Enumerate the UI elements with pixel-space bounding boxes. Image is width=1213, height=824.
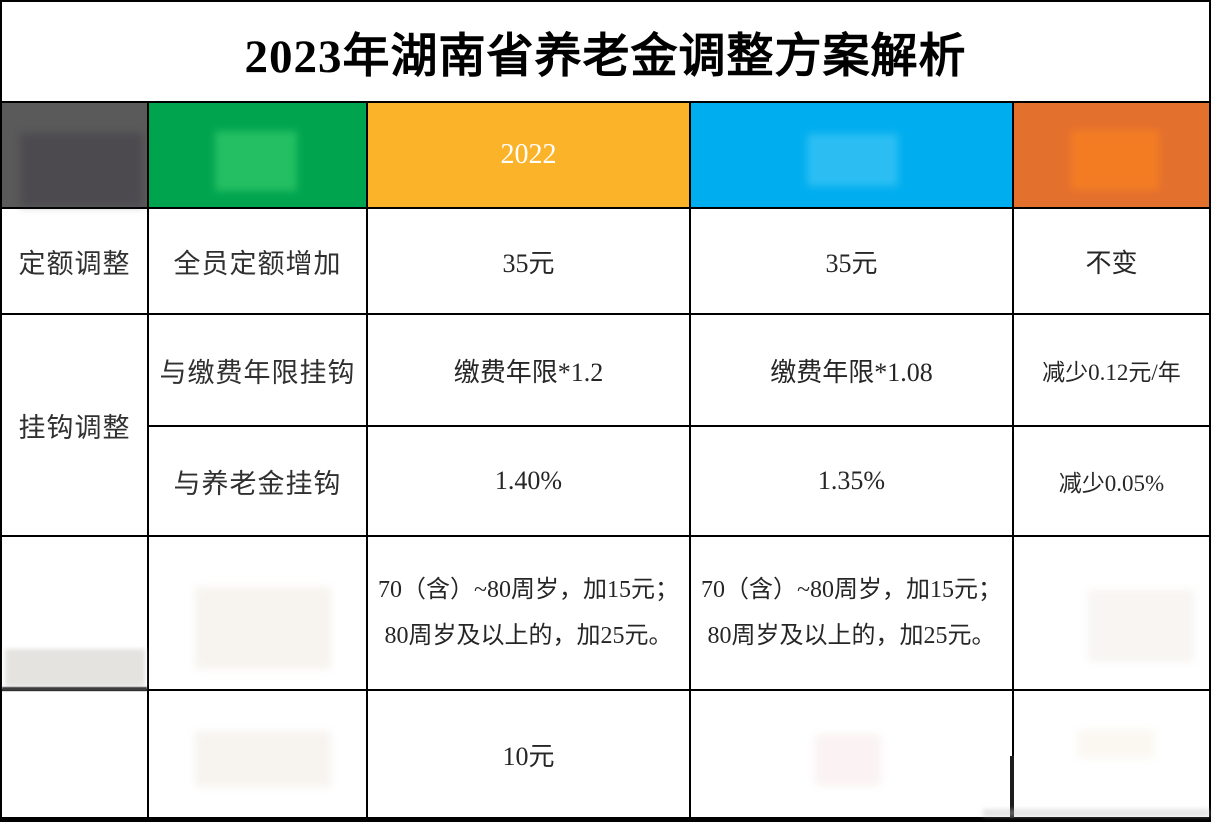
cell-r5-2022: 10元 <box>368 691 691 817</box>
cell-r2-2022: 缴费年限*1.2 <box>368 315 691 427</box>
cell-r1-2022: 35元 <box>368 209 691 315</box>
cell-r5-category <box>2 691 149 817</box>
erased-text-smudge <box>5 649 145 687</box>
cell-r4-2022-line1: 70（含）~80周岁，加15元； <box>378 577 679 603</box>
cell-r4-category <box>2 537 149 691</box>
erased-text-smudge <box>1088 590 1194 662</box>
header-cell-2022: 2022 <box>368 103 691 209</box>
cell-r4-2022-line2: 80周岁及以上的，加25元。 <box>384 623 673 649</box>
cell-r4-2023-line2: 80周岁及以上的，加25元。 <box>707 623 996 649</box>
cell-r1-2023: 35元 <box>691 209 1014 315</box>
cell-r3-item: 与养老金挂钩 <box>149 427 368 537</box>
erased-text-smudge <box>195 587 331 669</box>
cell-r4-2022: 70（含）~80周岁，加15元； 80周岁及以上的，加25元。 <box>368 537 691 691</box>
cell-r3-2023: 1.35% <box>691 427 1014 537</box>
erased-text-smudge <box>195 731 331 787</box>
erased-text-smudge <box>20 133 143 207</box>
cell-r1-change: 不变 <box>1014 209 1209 315</box>
cell-r3-2022: 1.40% <box>368 427 691 537</box>
header-cell-item <box>149 103 368 209</box>
cell-r4-2023-line1: 70（含）~80周岁，加15元； <box>701 577 1002 603</box>
cell-r1-category: 定额调整 <box>2 209 149 315</box>
header-cell-2023 <box>691 103 1014 209</box>
erased-text-smudge <box>215 131 297 191</box>
cell-r2-2023: 缴费年限*1.08 <box>691 315 1014 427</box>
header-cell-change <box>1014 103 1209 209</box>
cell-r3-change: 减少0.05% <box>1014 427 1209 537</box>
cell-r2-change: 减少0.12元/年 <box>1014 315 1209 427</box>
header-label-2022: 2022 <box>500 139 557 170</box>
cell-r1-item: 全员定额增加 <box>149 209 368 315</box>
erased-text-smudge <box>807 134 898 186</box>
cell-r5-2023 <box>691 691 1014 817</box>
erased-text-smudge <box>1071 130 1159 190</box>
cell-r4-2023: 70（含）~80周岁，加15元； 80周岁及以上的，加25元。 <box>691 537 1014 691</box>
header-cell-category <box>2 103 149 209</box>
cell-r4-item <box>149 537 368 691</box>
cell-r5-change <box>1014 691 1209 817</box>
page-title: 2023年湖南省养老金调整方案解析 <box>2 2 1209 103</box>
cell-r2r3-category: 挂钩调整 <box>2 315 149 537</box>
cell-r4-change <box>1014 537 1209 691</box>
cell-r2-item: 与缴费年限挂钩 <box>149 315 368 427</box>
erased-text-smudge <box>1078 730 1154 758</box>
erased-text-smudge <box>815 734 881 786</box>
cell-r5-item <box>149 691 368 817</box>
